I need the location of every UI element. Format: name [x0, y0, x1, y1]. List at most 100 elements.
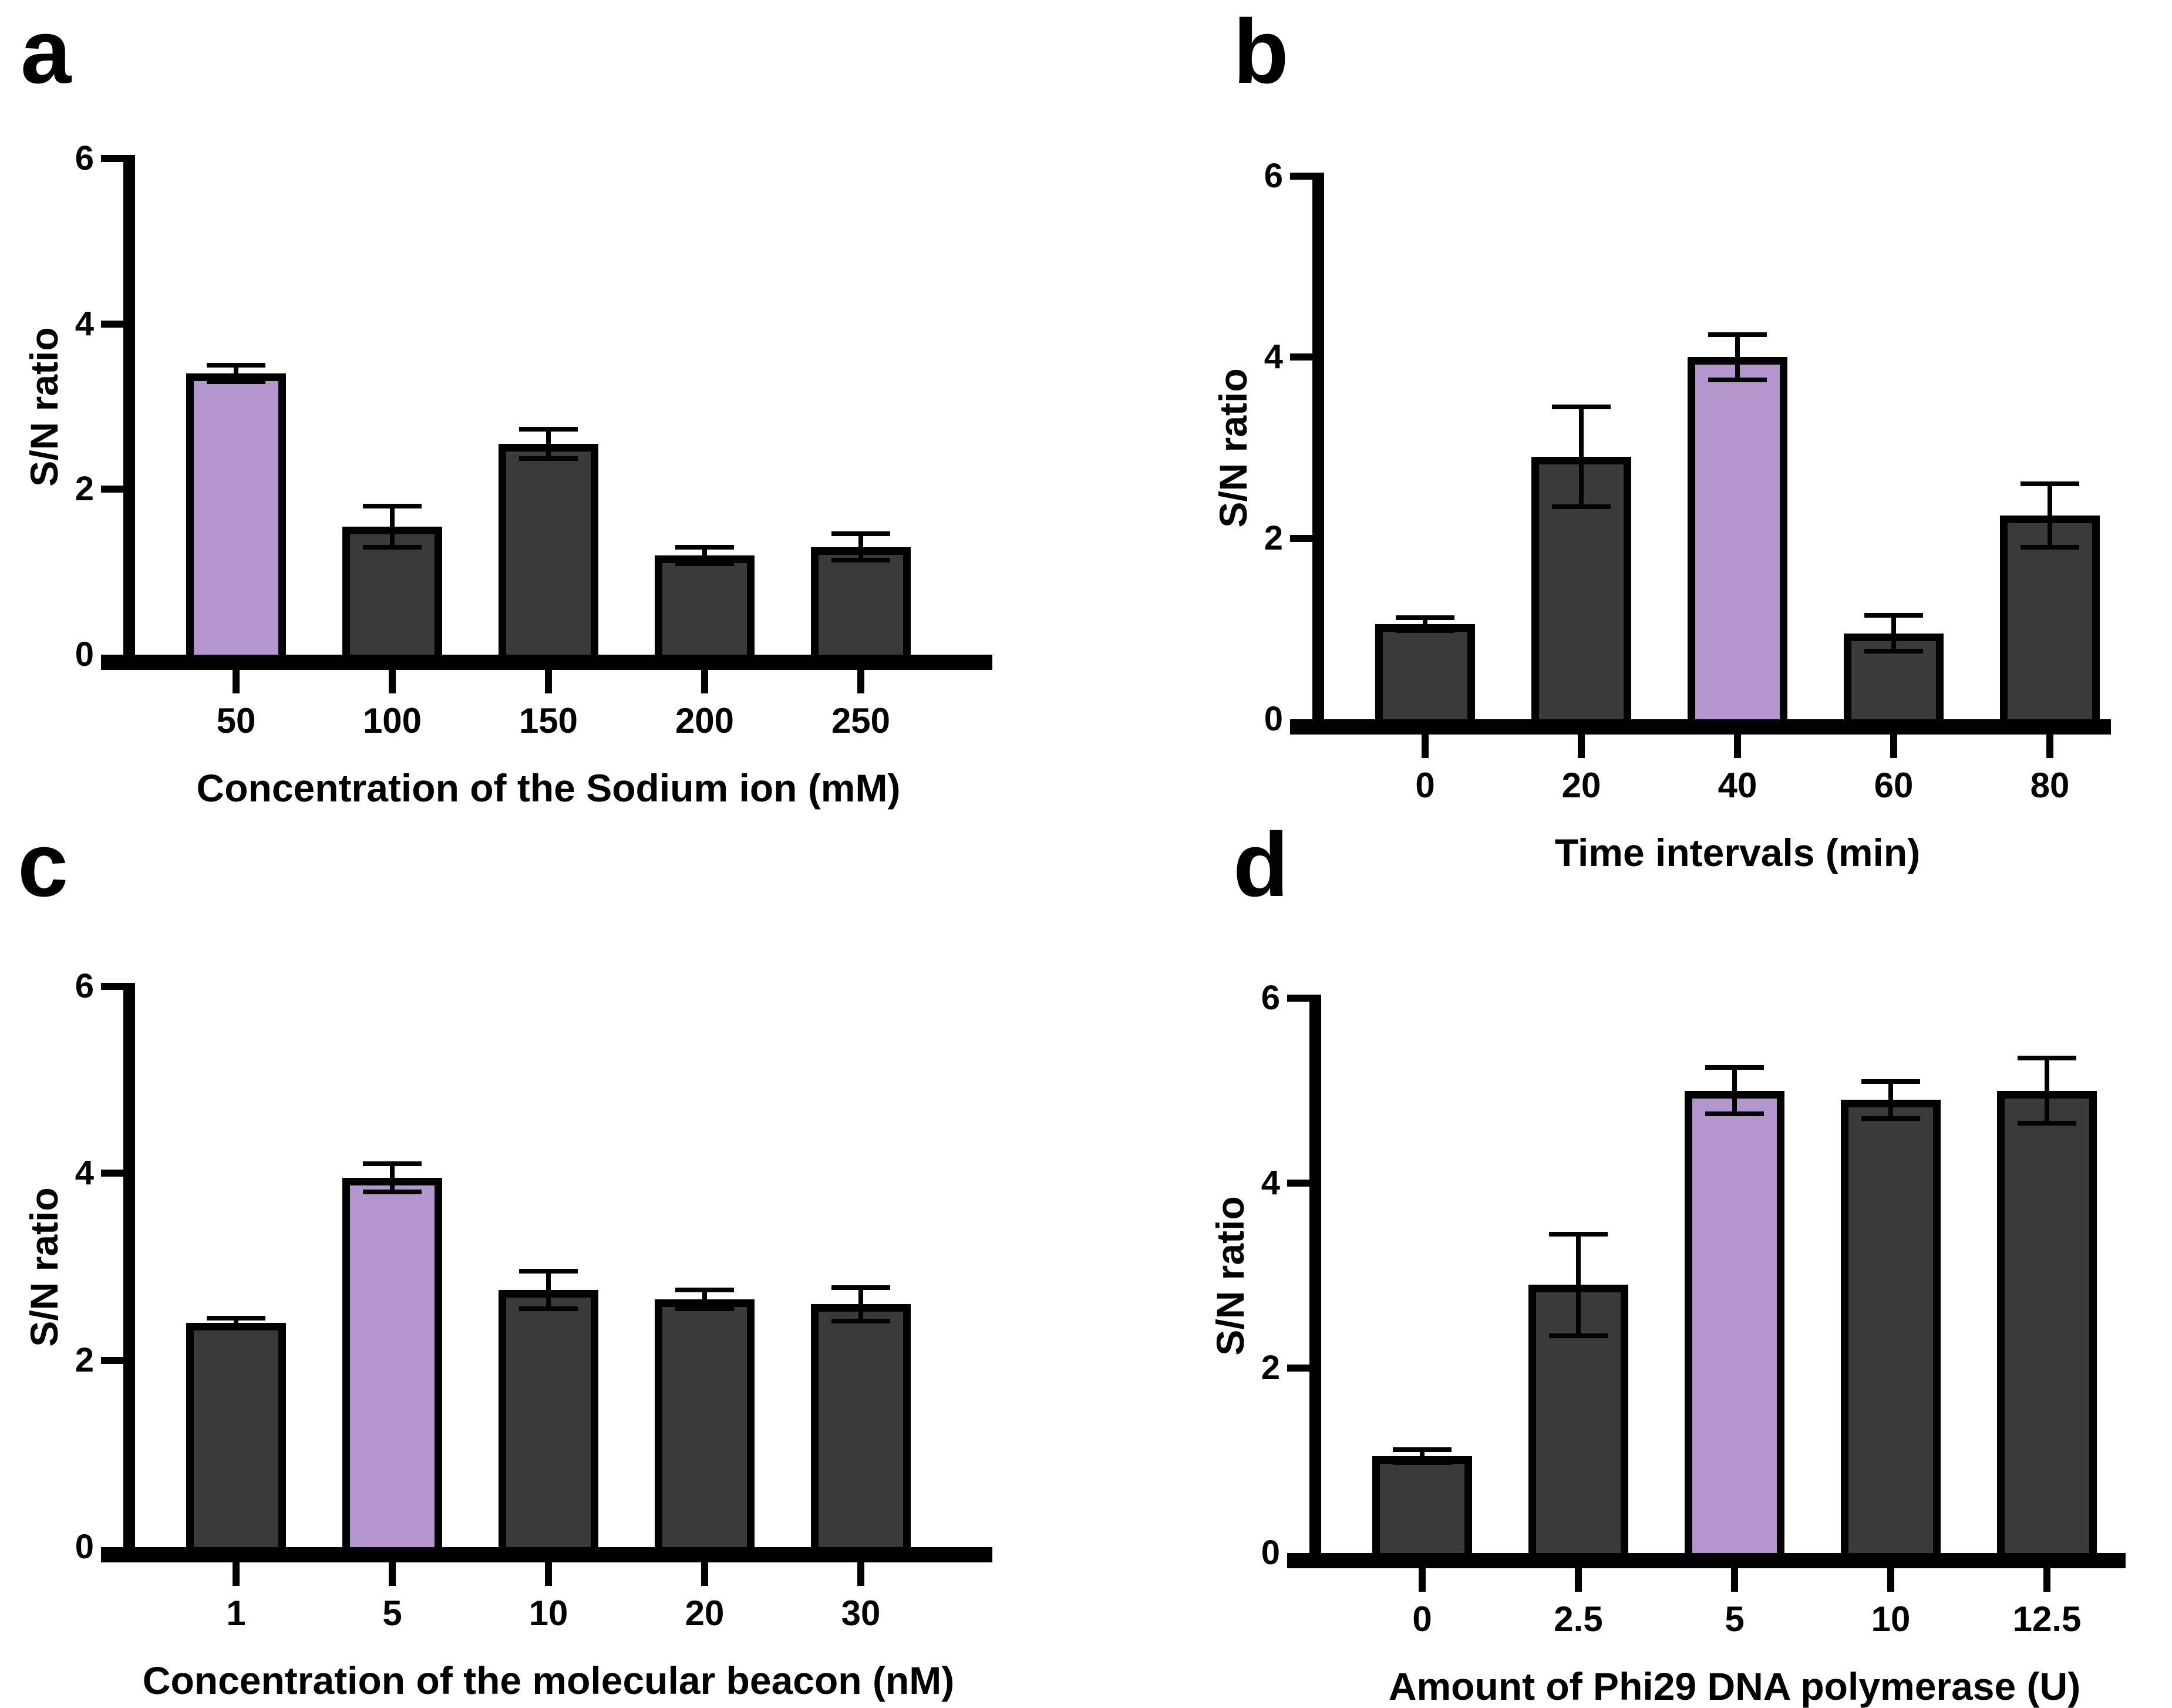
x-tick [1575, 1568, 1582, 1592]
error-bar [702, 1290, 707, 1309]
error-bar-cap-top [1393, 1447, 1452, 1452]
error-bar-cap-bottom [1552, 504, 1611, 509]
bar [1372, 1456, 1472, 1553]
error-bar-cap-bottom [207, 379, 265, 385]
x-axis-title: Concentration of the Sodium ion (mM) [196, 766, 901, 810]
error-bar-cap-bottom [831, 1318, 890, 1323]
bar [2000, 516, 2100, 719]
x-tick-label: 20 [1561, 766, 1601, 805]
y-axis-title: S/N ratio [22, 1187, 66, 1347]
x-axis-title: Concentration of the molecular beacon (n… [142, 1659, 955, 1702]
error-bar [2045, 1058, 2049, 1123]
x-axis [101, 655, 992, 670]
panel-letter-a: a [21, 1, 72, 102]
y-axis [123, 155, 135, 670]
y-tick-label: 2 [1261, 1349, 1280, 1387]
x-tick-label: 30 [841, 1594, 881, 1633]
error-bar-cap-bottom [363, 544, 422, 550]
y-tick [101, 320, 123, 328]
x-tick [389, 1562, 396, 1586]
error-bar [546, 429, 551, 459]
error-bar-cap-bottom [675, 1306, 734, 1312]
bar [811, 1304, 911, 1547]
bar [186, 1323, 286, 1547]
x-tick [545, 670, 552, 693]
bar [655, 1299, 755, 1547]
error-bar-cap-bottom [2021, 545, 2079, 550]
x-tick [857, 1562, 864, 1586]
y-tick [1287, 995, 1309, 1002]
error-bar-cap-top [519, 1269, 578, 1274]
error-bar-cap-top [1708, 332, 1767, 337]
y-tick-label: 0 [1261, 1534, 1280, 1572]
error-bar-cap-bottom [1864, 649, 1923, 654]
y-axis [123, 983, 135, 1562]
error-bar [1579, 407, 1584, 507]
y-tick-label: 4 [1264, 338, 1283, 376]
bar-highlight [1688, 357, 1787, 719]
bar [1375, 624, 1475, 719]
bar [811, 547, 911, 655]
y-tick [101, 1356, 123, 1364]
error-bar-cap-bottom [1705, 1111, 1764, 1116]
x-tick [389, 670, 396, 693]
error-bar [390, 506, 395, 547]
x-tick-label: 150 [518, 701, 578, 740]
error-bar-cap-top [1861, 1079, 1920, 1084]
error-bar-cap-bottom [675, 561, 734, 567]
y-tick-label: 4 [1261, 1164, 1280, 1202]
error-bar-cap-bottom [519, 1306, 578, 1312]
x-tick-label: 10 [1871, 1599, 1911, 1639]
x-tick-label: 10 [528, 1594, 568, 1633]
panel-d: d 0 2 4 6 S/N ratio 0 2.5 5 10 12.5 Amount of Phi2… [1086, 810, 2172, 1708]
y-tick-label: 4 [75, 1154, 94, 1192]
error-bar-cap-bottom [1396, 628, 1454, 633]
y-axis [1309, 995, 1321, 1568]
y-tick-label: 2 [75, 470, 94, 508]
error-bar-cap-bottom [363, 1190, 422, 1195]
bar [655, 555, 755, 655]
y-tick [101, 1170, 123, 1177]
y-tick-label: 6 [75, 967, 94, 1005]
x-tick-label: 60 [1874, 766, 1914, 805]
error-bar-cap-top [1864, 612, 1923, 618]
x-tick-label: 200 [675, 701, 735, 740]
y-tick [101, 155, 123, 162]
x-tick-label: 250 [831, 701, 891, 740]
error-bar-cap-top [1396, 615, 1454, 621]
y-tick [1290, 353, 1312, 361]
error-bar-cap-bottom [1861, 1116, 1920, 1121]
error-bar-cap-top [675, 1288, 734, 1293]
y-tick [1287, 1180, 1309, 1187]
error-bar-cap-top [207, 363, 265, 368]
x-tick-label: 1 [226, 1594, 246, 1633]
x-axis [101, 1547, 992, 1562]
y-tick-label: 4 [75, 304, 94, 343]
bar [1997, 1090, 2097, 1553]
error-bar [2048, 484, 2052, 548]
error-bar-cap-bottom [207, 1325, 265, 1330]
error-bar [546, 1271, 551, 1309]
error-bar-cap-bottom [831, 558, 890, 563]
error-bar [858, 1287, 863, 1321]
y-tick-label: 2 [75, 1340, 94, 1379]
x-tick [1578, 735, 1585, 758]
error-bar [1576, 1234, 1581, 1336]
y-axis-title: S/N ratio [1211, 368, 1255, 528]
error-bar-cap-top [519, 426, 578, 432]
error-bar [702, 547, 707, 564]
x-tick-label: 80 [2030, 766, 2070, 805]
error-bar [1891, 615, 1896, 652]
error-bar-cap-top [363, 1161, 422, 1167]
error-bar [234, 365, 238, 382]
x-axis-title: Time intervals (min) [1554, 831, 1921, 874]
x-tick [2043, 1568, 2050, 1592]
y-tick-label: 6 [1264, 157, 1283, 195]
x-tick [857, 670, 864, 693]
error-bar-cap-bottom [1393, 1460, 1452, 1465]
bar-chart-b: 0 2 4 6 S/N ratio 0 20 40 60 80 Time intervals (mi… [1086, 0, 2172, 874]
x-tick [1887, 1568, 1894, 1592]
error-bar-cap-top [675, 544, 734, 550]
y-tick-label: 0 [1264, 700, 1283, 738]
panel-letter-c: c [18, 814, 69, 915]
